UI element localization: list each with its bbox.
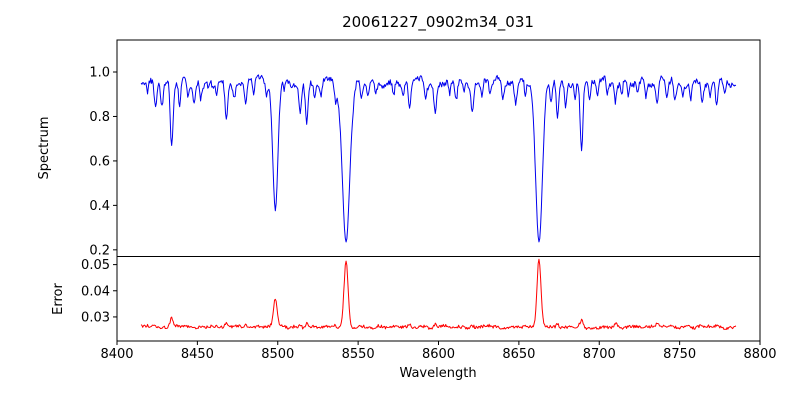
x-tick-label: 8600 <box>422 347 455 362</box>
error-panel-border <box>116 256 761 342</box>
spectrum-y-tick-label: 0.8 <box>89 110 110 125</box>
spectrum-y-tick-label: 0.2 <box>89 243 110 258</box>
x-tick-label: 8550 <box>342 347 375 362</box>
x-tick-label: 8650 <box>502 347 535 362</box>
chart-title: 20061227_0902m34_031 <box>342 13 534 32</box>
spectrum-y-tick-label: 1.0 <box>89 66 110 81</box>
axes-layer <box>116 39 761 342</box>
x-tick-label: 8500 <box>261 347 294 362</box>
spectrum-line <box>140 74 737 243</box>
spectrum-y-axis-label: Spectrum <box>37 117 52 180</box>
spectrum-y-tick-label: 0.4 <box>89 199 110 214</box>
x-tick-label: 8450 <box>181 347 214 362</box>
x-tick-label: 8750 <box>663 347 696 362</box>
error-y-tick-label: 0.05 <box>81 258 110 273</box>
spectrum-panel-border <box>116 39 761 257</box>
x-tick-label: 8700 <box>583 347 616 362</box>
x-axis-label: Wavelength <box>399 366 476 381</box>
x-tick-label: 8400 <box>100 347 133 362</box>
error-y-axis-label: Error <box>51 283 66 315</box>
series-layer <box>140 74 737 331</box>
ticks-layer: 8400 8450 8500 8550 8600 8650 8700 8750 88000.20… <box>81 66 777 362</box>
error-line <box>140 258 737 331</box>
x-tick-label: 8800 <box>743 347 776 362</box>
spectrum-y-tick-label: 0.6 <box>89 154 110 169</box>
error-y-tick-label: 0.03 <box>81 310 110 325</box>
error-y-tick-label: 0.04 <box>81 284 110 299</box>
